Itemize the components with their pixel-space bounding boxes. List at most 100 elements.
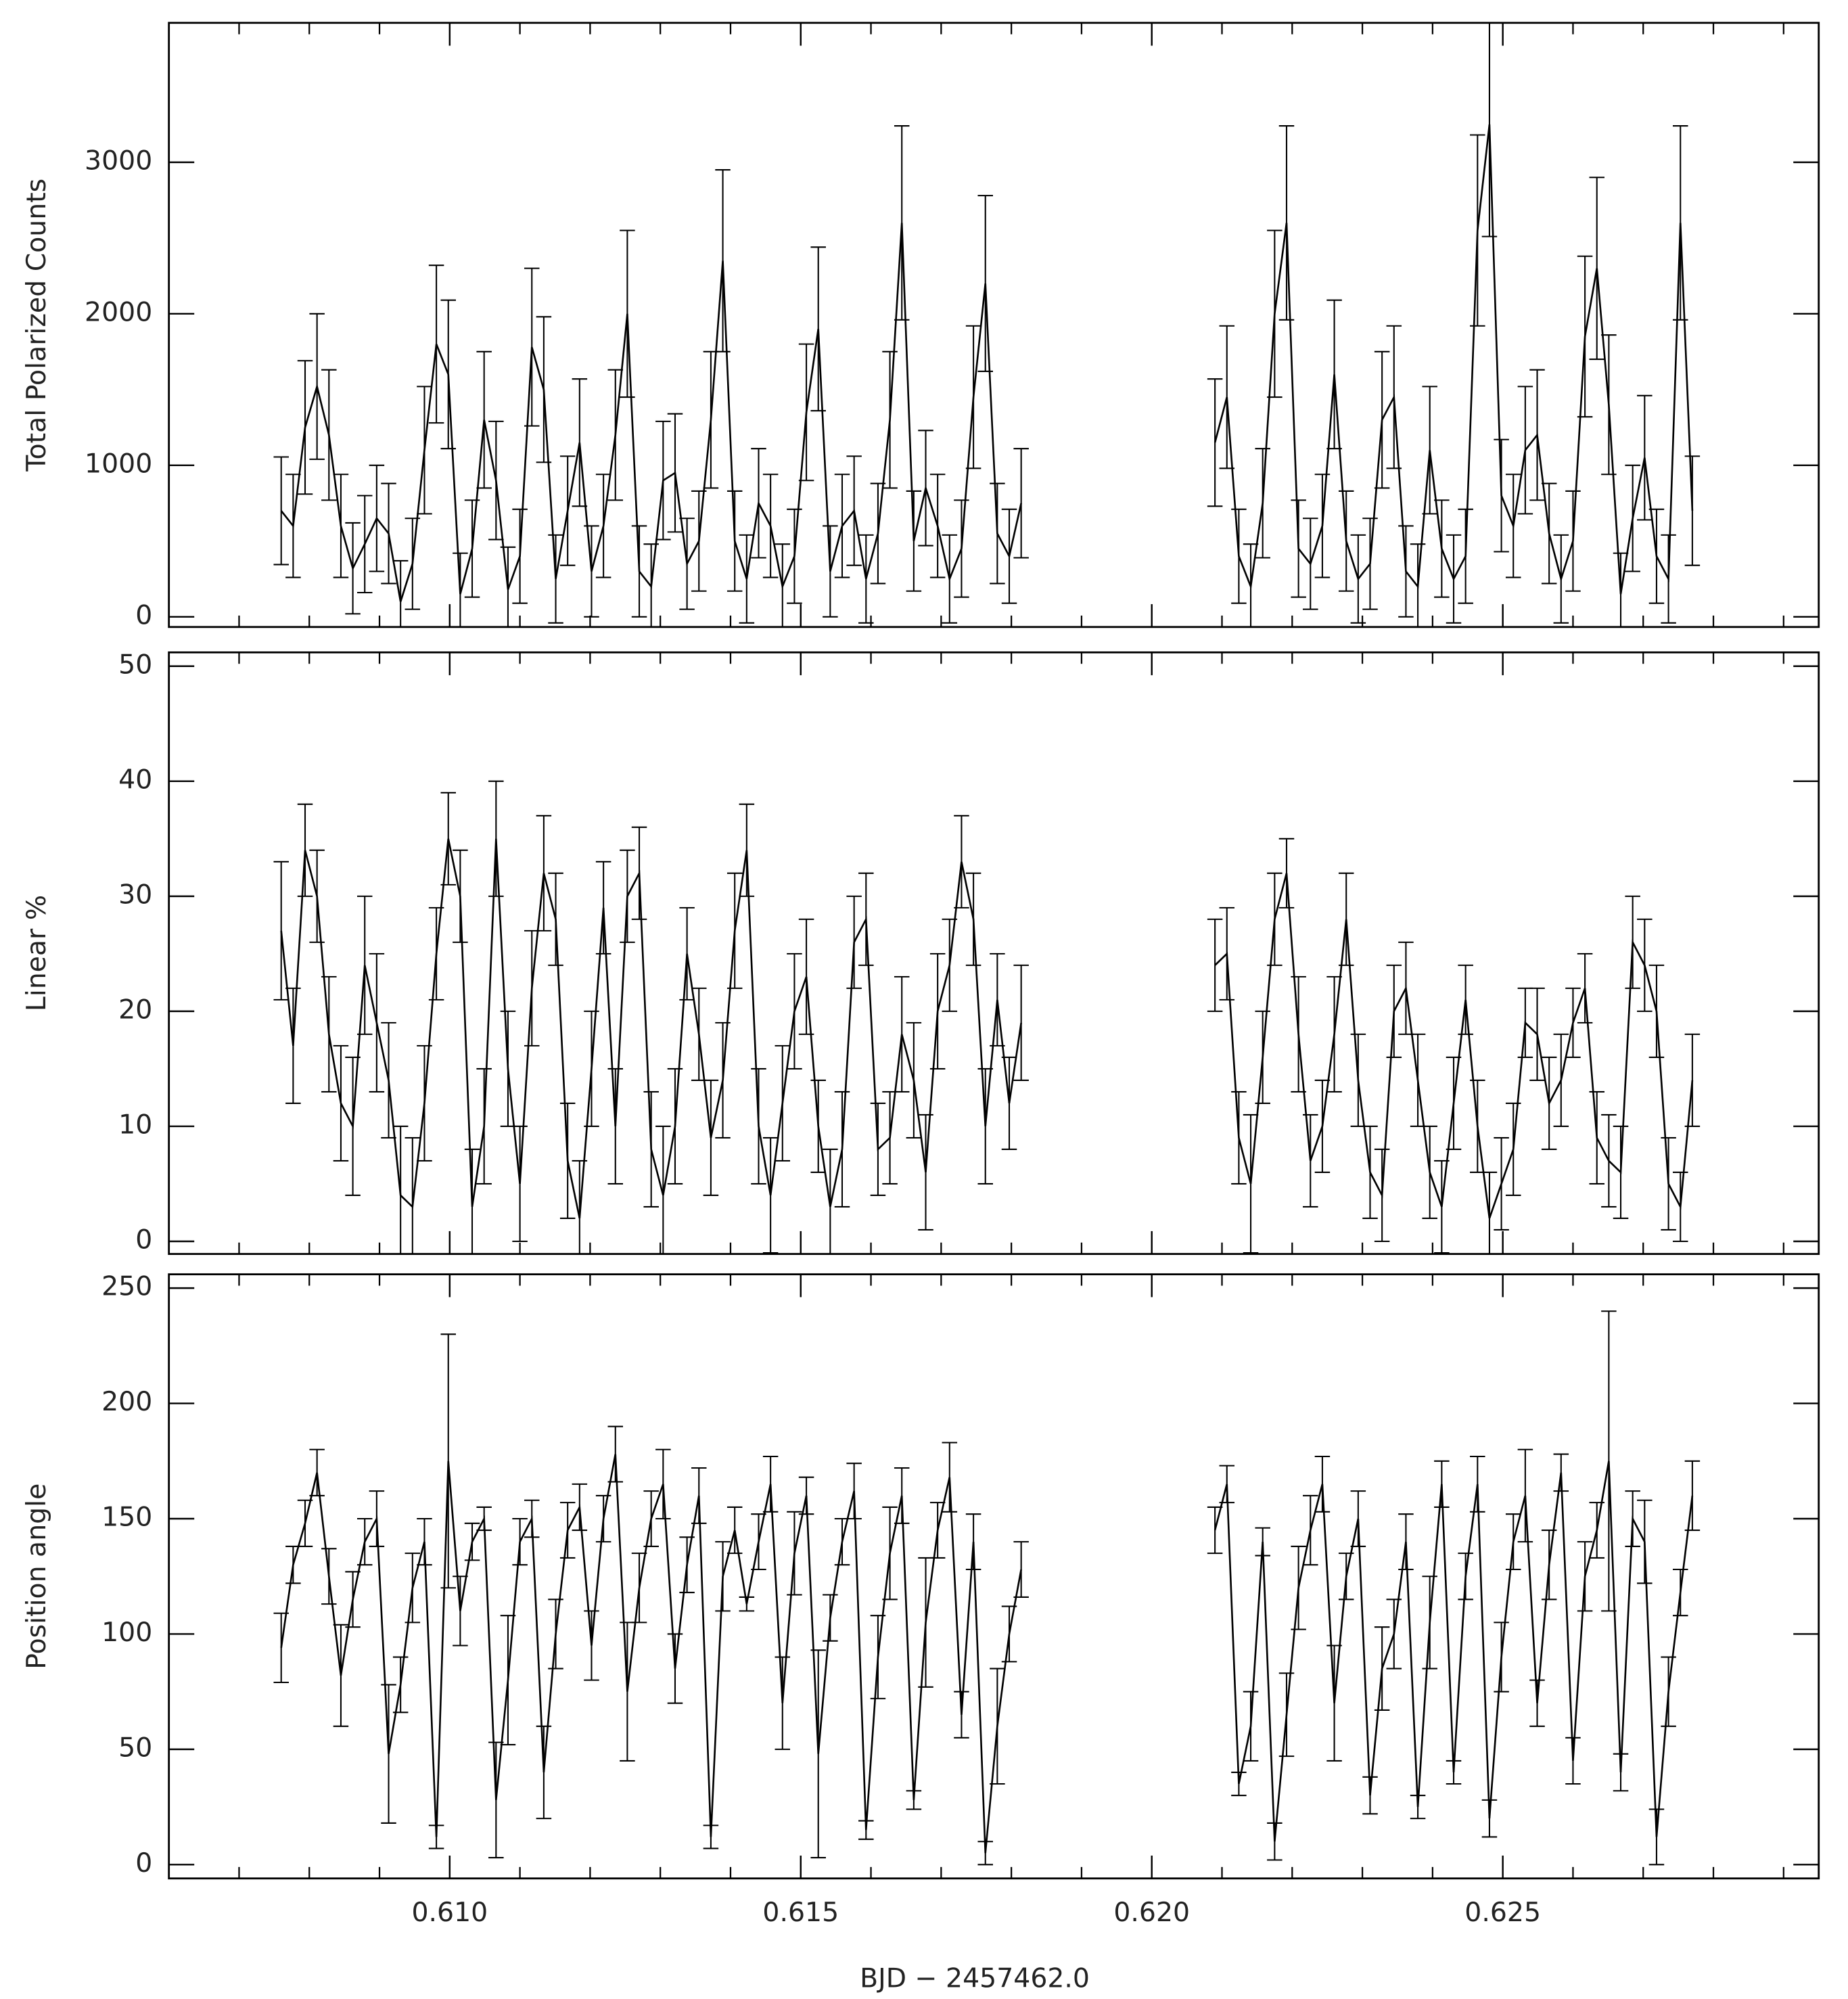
error-bar	[1243, 1113, 1259, 1254]
error-bar	[977, 1067, 993, 1185]
error-bar	[524, 267, 540, 427]
error-bar	[1601, 1310, 1617, 1612]
error-bar	[1231, 508, 1247, 604]
error-bar	[679, 1536, 695, 1594]
error-bar	[667, 413, 683, 533]
error-bar	[1672, 1171, 1688, 1243]
error-bar	[1326, 975, 1342, 1093]
error-bar	[1446, 1760, 1462, 1785]
error-bar	[464, 1522, 480, 1561]
error-bar	[810, 1649, 826, 1859]
error-bar	[1625, 464, 1640, 572]
error-bar	[691, 1467, 707, 1524]
error-bar	[1013, 448, 1029, 559]
error-bar	[775, 1044, 791, 1162]
error-bar	[751, 448, 766, 559]
error-bar	[1661, 1136, 1676, 1231]
error-bar	[954, 499, 969, 598]
error-bar	[607, 1067, 624, 1185]
error-bar	[823, 525, 838, 618]
error-bar	[1684, 455, 1701, 566]
panel-frame	[168, 22, 1820, 628]
error-bar	[309, 313, 325, 460]
error-bar	[762, 474, 779, 578]
error-bar	[655, 1125, 671, 1254]
error-bar	[548, 534, 563, 624]
x-tick-label: 0.625	[1464, 1897, 1541, 1928]
error-bar	[548, 1599, 563, 1670]
error-bar	[584, 525, 599, 618]
error-bar	[942, 918, 958, 1012]
error-bar	[787, 508, 802, 604]
error-bar	[417, 1044, 432, 1162]
error-bar	[620, 229, 635, 398]
error-bar	[1255, 1527, 1270, 1557]
error-bar	[1637, 394, 1653, 521]
error-bar	[1398, 1513, 1414, 1571]
error-bar	[1446, 534, 1462, 624]
x-axis-label: BJD − 2457462.0	[860, 1962, 1090, 1994]
error-bar	[345, 1056, 361, 1196]
error-bar	[954, 1691, 969, 1739]
error-bar	[1577, 952, 1593, 1024]
error-bar	[453, 552, 468, 627]
error-bar	[703, 1079, 719, 1196]
error-bar	[321, 1548, 337, 1605]
error-bar	[356, 495, 373, 594]
error-bar	[726, 872, 743, 989]
error-bar	[488, 780, 504, 897]
error-bar	[965, 1513, 981, 1571]
error-bar	[595, 1494, 611, 1543]
error-bar	[918, 430, 933, 547]
error-bar	[1684, 1033, 1701, 1127]
error-bar	[810, 1079, 826, 1173]
error-bar	[643, 1490, 659, 1547]
y-tick-label: 0	[135, 599, 152, 630]
error-bar	[297, 803, 313, 897]
error-bar	[595, 860, 611, 955]
error-bar	[655, 1448, 671, 1520]
error-bar	[1267, 229, 1283, 398]
error-bar	[846, 1463, 862, 1520]
error-bar	[417, 1517, 432, 1566]
error-bar	[929, 952, 946, 1070]
error-bar	[500, 1010, 516, 1127]
error-bar	[1243, 543, 1259, 627]
error-bar	[464, 1148, 480, 1254]
error-bar	[870, 1102, 886, 1196]
y-tick-label: 30	[118, 879, 152, 910]
error-bar	[273, 456, 289, 566]
y-tick-label: 200	[101, 1386, 152, 1417]
error-bar	[1637, 918, 1653, 1012]
y-axis-label: Linear %	[21, 895, 52, 1011]
error-bar	[1278, 125, 1295, 321]
error-bar	[345, 1571, 361, 1628]
error-bar	[679, 518, 695, 610]
error-bar	[536, 1725, 552, 1820]
error-bar	[942, 534, 958, 624]
error-bar	[1207, 1506, 1223, 1555]
error-bar	[607, 369, 624, 501]
error-bar	[1219, 325, 1235, 469]
error-bar	[631, 1553, 647, 1624]
error-bar	[356, 895, 373, 1035]
error-bar	[1278, 1672, 1295, 1757]
error-bar	[775, 543, 791, 627]
error-bar	[440, 299, 457, 450]
error-bar	[273, 860, 289, 1001]
error-bar	[559, 455, 576, 566]
panel-frame	[168, 1273, 1820, 1880]
error-bar	[739, 534, 755, 624]
error-bar	[476, 350, 492, 489]
error-bar	[870, 482, 886, 584]
error-bar	[1362, 518, 1378, 610]
error-bar	[1338, 872, 1354, 966]
error-bar	[1565, 490, 1581, 592]
error-bar	[1434, 499, 1450, 598]
panel-frame	[168, 651, 1820, 1256]
error-bar	[834, 1090, 850, 1208]
error-bar	[1338, 1553, 1354, 1601]
error-bar	[715, 1541, 731, 1612]
error-bar	[751, 1067, 766, 1185]
error-bar	[631, 826, 647, 920]
